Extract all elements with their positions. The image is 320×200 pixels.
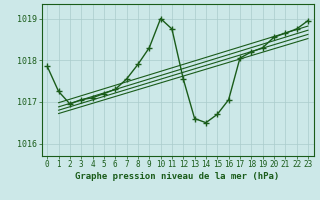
X-axis label: Graphe pression niveau de la mer (hPa): Graphe pression niveau de la mer (hPa) xyxy=(76,172,280,181)
